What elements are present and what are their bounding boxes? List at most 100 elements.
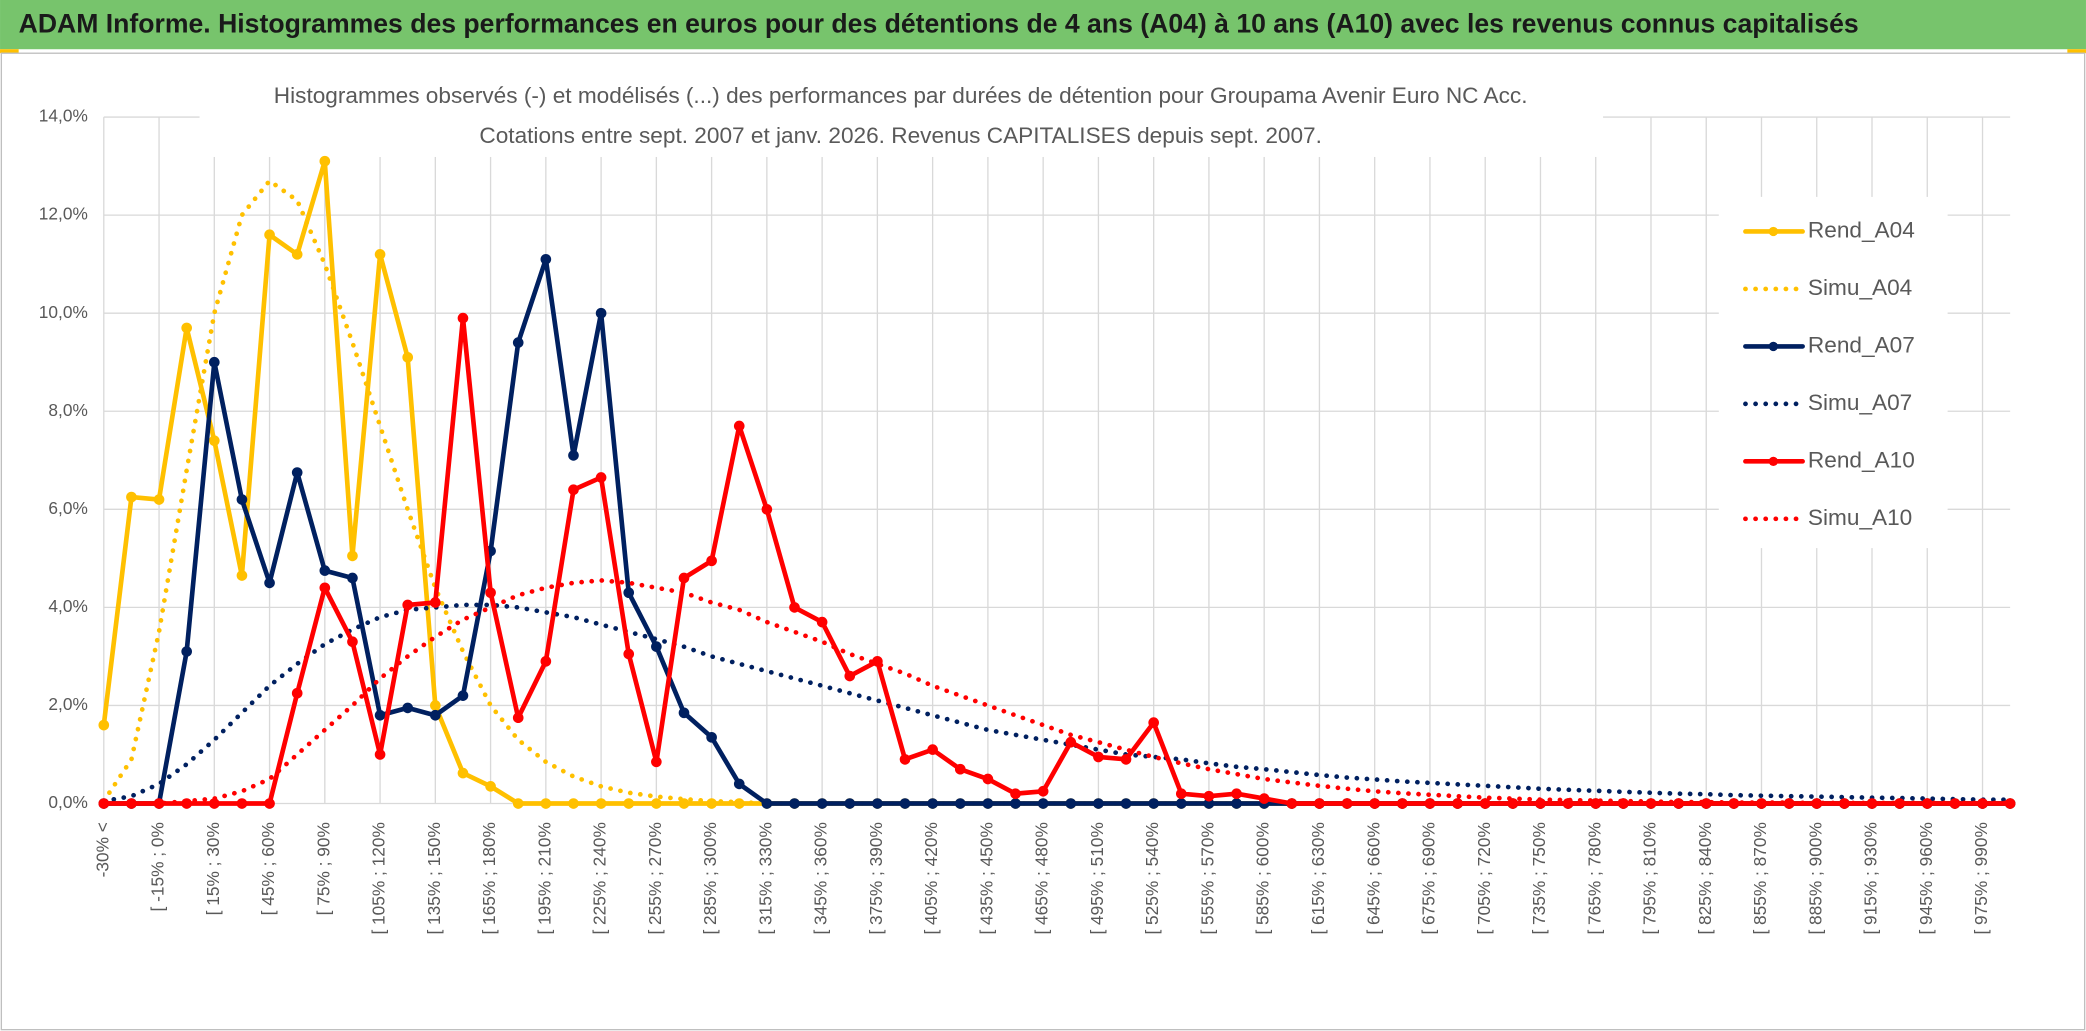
header-band [0,0,2086,50]
legend-label: Rend_A07 [1808,332,1915,357]
point [789,602,800,613]
x-tick-label: [ 15% ; 30% [203,822,223,915]
legend-background [1718,196,1948,549]
model-line [101,602,2013,804]
chart-title: Histogrammes observés (-) et modélisés (… [274,83,1528,108]
x-tick-label: [ 555% ; 570% [1197,822,1217,934]
point [706,555,717,567]
point [568,484,579,496]
point [1203,790,1215,802]
point [651,798,662,809]
point [761,798,773,809]
point [402,599,414,611]
point [319,565,331,576]
point [430,700,441,711]
x-tick-label: [ 315% ; 330% [755,822,775,934]
point [595,472,607,483]
point [1369,798,1381,809]
point [595,798,607,809]
point [1175,788,1187,800]
x-tick-label: [ 165% ; 180% [479,822,499,934]
corner [0,49,19,54]
x-tick-label: [ 765% ; 780% [1584,822,1604,934]
point [1148,717,1159,728]
x-tick-label: [ 675% ; 690% [1419,822,1439,934]
point [1314,798,1325,809]
point [1010,788,1021,800]
point [319,155,331,167]
point [568,450,579,461]
point [1065,798,1077,809]
point [208,435,220,447]
x-tick-label: [ 435% ; 450% [976,822,996,934]
point [733,420,745,432]
header-title: ADAM Informe. Histogrammes des performan… [19,8,1859,38]
point [430,597,441,608]
point [319,582,331,594]
y-tick-label: 2,0% [48,694,87,714]
corner [2067,49,2086,54]
point [264,577,275,589]
point [485,781,496,792]
chart-subtitle: Cotations entre sept. 2007 et janv. 2026… [479,123,1322,148]
point [844,798,856,809]
point [733,778,745,790]
point [540,656,552,667]
point [1286,798,1298,809]
point [651,756,662,768]
legend-label: Simu_A10 [1808,505,1912,530]
point [623,648,635,660]
y-tick-label: 8,0% [48,400,87,420]
point [485,587,496,598]
point [1231,798,1242,809]
y-tick-label: 12,0% [39,204,88,224]
point [623,587,635,598]
x-tick-label: [ 255% ; 270% [645,822,665,934]
point [678,572,690,584]
point [457,690,469,701]
x-tick-label: [ 405% ; 420% [921,822,941,934]
point [430,709,441,721]
point [954,798,966,809]
x-tick-label: [ 795% ; 810% [1640,822,1660,934]
x-tick-label: [ 615% ; 630% [1308,822,1328,934]
x-tick-label: [ 825% ; 840% [1695,822,1715,934]
point [181,646,192,657]
point [208,356,220,368]
point [291,687,303,699]
point [927,744,938,755]
point [374,249,386,260]
y-tick-label: 4,0% [48,596,87,616]
point [1507,798,1519,809]
point [844,670,856,682]
point [1479,798,1491,809]
legend-marker [1768,456,1779,467]
legend-marker [1768,341,1779,352]
point [1120,798,1132,809]
point [1424,798,1436,809]
point [1341,798,1353,809]
x-tick-label: [ 735% ; 750% [1529,822,1549,934]
point [347,636,358,648]
x-tick-label: [ 375% ; 390% [866,822,886,934]
legend-label: Rend_A10 [1808,447,1915,472]
point [1148,798,1159,809]
point [899,798,911,809]
point [98,719,110,731]
x-tick-label: [ 525% ; 540% [1142,822,1162,934]
x-tick-label: [ 345% ; 360% [811,822,831,934]
x-tick-label: -30% < [92,822,112,877]
point [982,773,994,785]
point [1590,798,1602,809]
x-tick-label: [ -15% ; 0% [148,822,168,911]
point [264,798,275,809]
legend-label: Rend_A04 [1808,217,1915,242]
point [1037,798,1049,809]
model-line [101,578,2013,806]
x-tick-label: [ 75% ; 90% [313,822,333,915]
point [236,494,248,505]
point [374,709,386,721]
point [899,754,911,765]
point [457,767,469,779]
